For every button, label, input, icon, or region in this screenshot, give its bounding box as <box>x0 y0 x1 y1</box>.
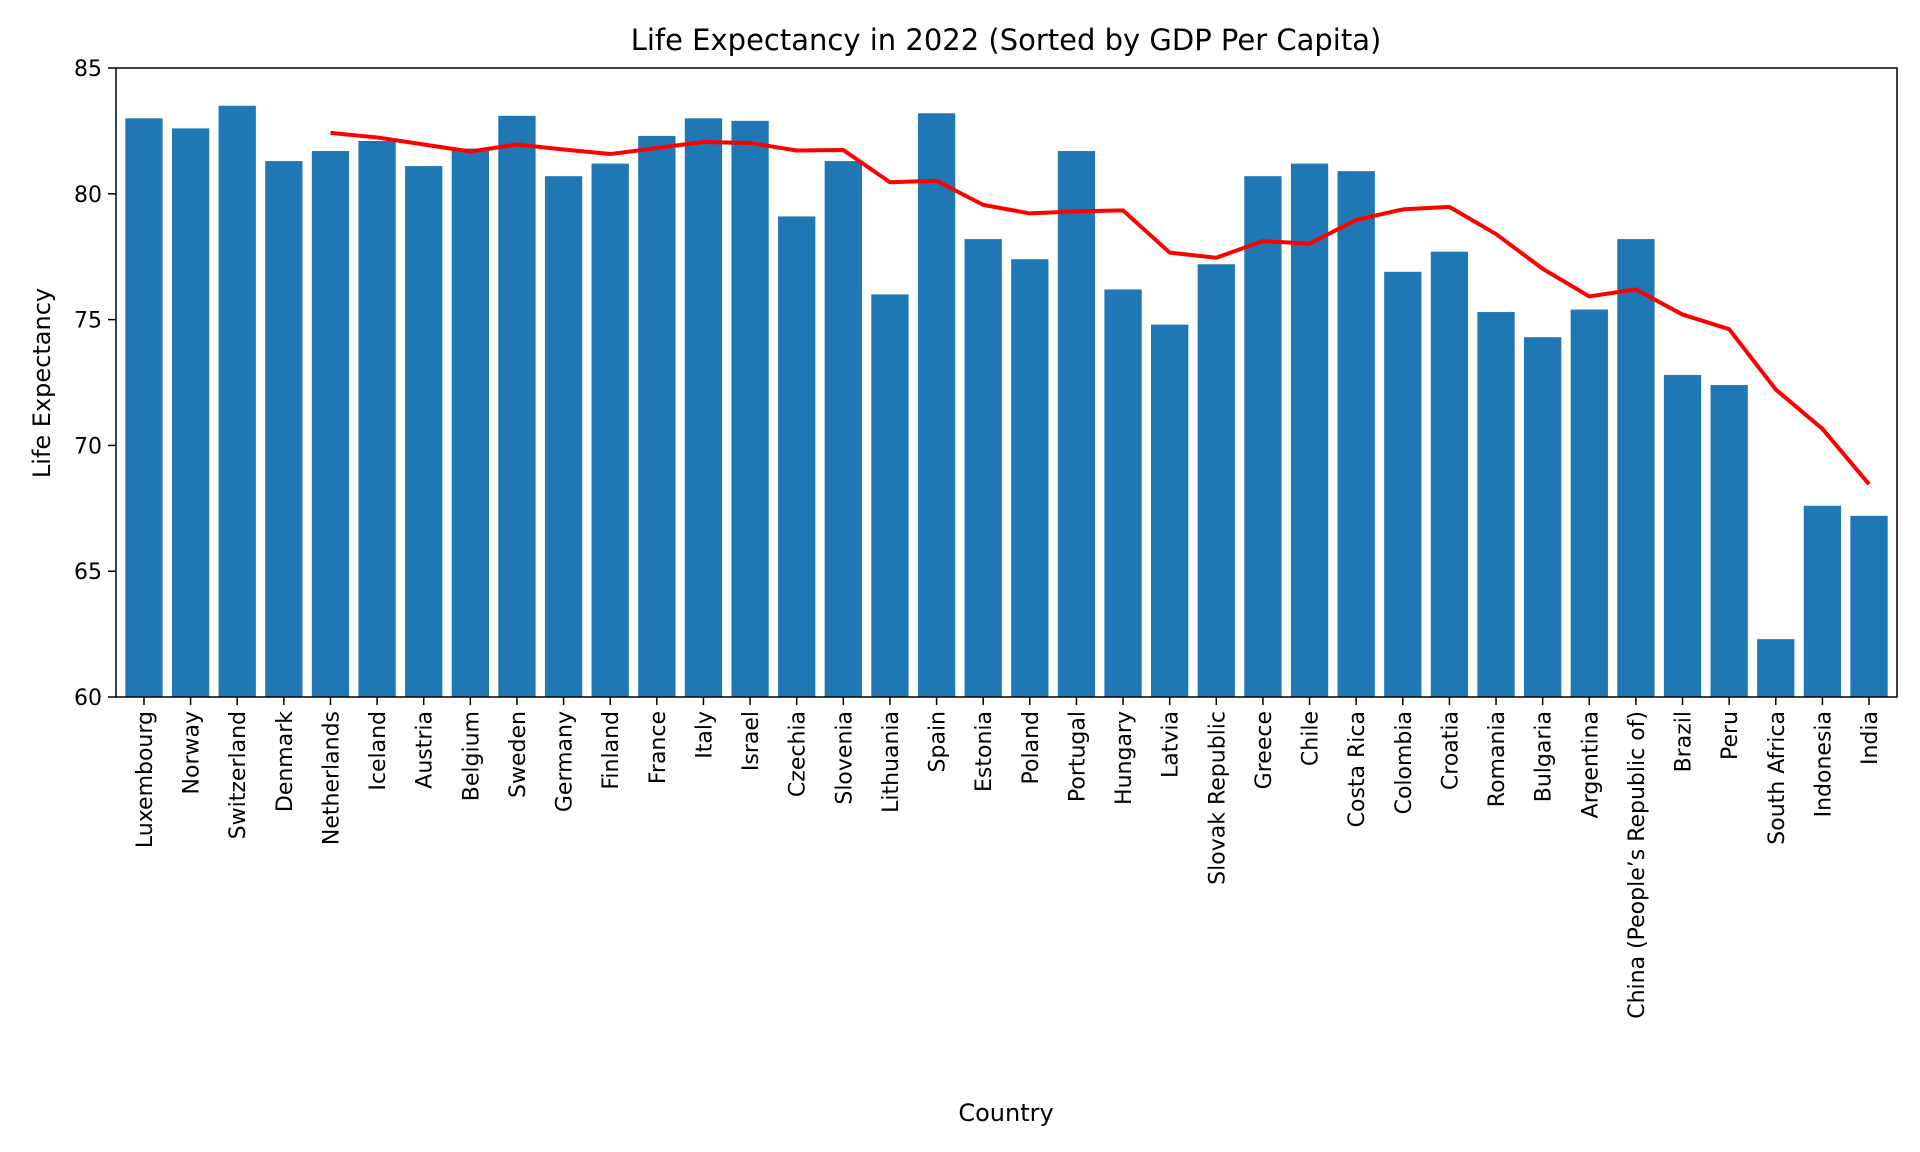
x-tick-label: Peru <box>1718 711 1743 760</box>
y-tick-label: 70 <box>74 434 102 459</box>
bar <box>1570 309 1608 697</box>
x-tick-label: Denmark <box>273 711 298 812</box>
x-tick-label: Spain <box>926 711 951 772</box>
bar <box>1803 505 1842 697</box>
bar <box>1617 239 1655 697</box>
bar <box>1337 171 1375 697</box>
bar <box>964 239 1002 697</box>
line-layer <box>330 130 1871 486</box>
bar <box>1151 324 1189 697</box>
bar <box>498 115 536 698</box>
y-tick-label: 85 <box>74 57 102 82</box>
plot-frame <box>115 67 1898 698</box>
x-tick-label: Sweden <box>506 711 531 798</box>
bar <box>265 161 303 698</box>
chart-title: Life Expectancy in 2022 (Sorted by GDP P… <box>631 23 1382 57</box>
x-tick-label: Hungary <box>1112 711 1137 805</box>
bar <box>1430 251 1469 698</box>
x-tick-label: Netherlands <box>319 711 344 845</box>
x-tick-label: Austria <box>413 711 438 789</box>
y-tick-label: 65 <box>74 560 102 585</box>
x-tick-label: Italy <box>692 711 717 759</box>
bar <box>731 120 769 698</box>
bar <box>871 294 909 697</box>
bar <box>778 216 816 697</box>
x-tick-label: Latvia <box>1159 711 1184 778</box>
bar <box>1710 385 1748 697</box>
x-tick-label: Estonia <box>972 711 997 792</box>
bar <box>824 161 862 698</box>
bar <box>358 140 396 697</box>
x-tick-label: Iceland <box>366 711 391 791</box>
bar <box>1290 163 1329 698</box>
x-tick-label: Israel <box>739 711 764 771</box>
y-tick-label: 60 <box>74 686 102 711</box>
x-tick-label: Croatia <box>1438 711 1463 790</box>
x-tick-label: Lithuania <box>879 711 904 813</box>
x-tick-label: Finland <box>599 711 624 790</box>
bar <box>1663 374 1702 697</box>
bar <box>684 118 723 697</box>
x-tick-label: Indonesia <box>1811 711 1836 817</box>
x-tick-label: Switzerland <box>226 711 251 839</box>
x-tick-label: Slovenia <box>832 711 857 805</box>
x-axis-label: Country <box>958 1099 1053 1127</box>
bar <box>1197 264 1235 697</box>
x-tick-label: Norway <box>180 711 205 794</box>
x-tick-label: France <box>646 711 671 784</box>
x-tick-label: China (People’s Republic of) <box>1625 711 1650 1019</box>
axes-layer: 60 65 70 75 80 85 Luxembourg Norway Switzerland D… <box>74 57 1898 1019</box>
bar <box>1757 639 1795 697</box>
trend-line <box>330 130 1871 486</box>
x-tick-label: Argentina <box>1578 711 1603 818</box>
x-tick-label: Colombia <box>1392 711 1417 814</box>
bar <box>1477 312 1515 697</box>
x-tick-label: Greece <box>1252 711 1277 789</box>
bar <box>218 105 256 698</box>
bar <box>638 135 676 697</box>
x-tick-label: Portugal <box>1065 711 1090 802</box>
x-tick-label: Poland <box>1019 711 1044 784</box>
bar <box>1011 259 1049 697</box>
bar <box>591 163 629 698</box>
bar <box>1104 289 1142 697</box>
x-tick-label: Germany <box>553 711 578 812</box>
x-tick-label: South Africa <box>1765 711 1790 845</box>
y-tick-label: 75 <box>74 309 102 334</box>
bar <box>544 176 583 697</box>
bar <box>917 113 956 698</box>
y-tick-label: 80 <box>74 183 102 208</box>
bar <box>1524 337 1562 697</box>
bar <box>1850 515 1888 697</box>
y-axis-label: Life Expectancy <box>28 288 56 478</box>
x-tick-label: Romania <box>1485 711 1510 807</box>
x-tick-label: Czechia <box>786 711 811 797</box>
bar <box>125 118 163 697</box>
bar <box>1057 151 1096 697</box>
x-tick-label: Brazil <box>1672 711 1697 772</box>
bar <box>451 148 489 697</box>
bar <box>1384 271 1422 697</box>
x-tick-label: Costa Rica <box>1345 711 1370 827</box>
x-tick-label: Bulgaria <box>1532 711 1557 802</box>
x-tick-label: India <box>1858 711 1883 765</box>
bar <box>405 166 443 697</box>
x-tick-label: Slovak Republic <box>1205 711 1230 885</box>
x-tick-label: Luxembourg <box>133 711 158 848</box>
x-tick-label: Chile <box>1299 711 1324 766</box>
x-tick-label: Belgium <box>459 711 484 801</box>
bars-layer <box>125 105 1888 698</box>
bar <box>311 151 350 697</box>
bar <box>1244 176 1282 697</box>
bar <box>171 128 210 697</box>
